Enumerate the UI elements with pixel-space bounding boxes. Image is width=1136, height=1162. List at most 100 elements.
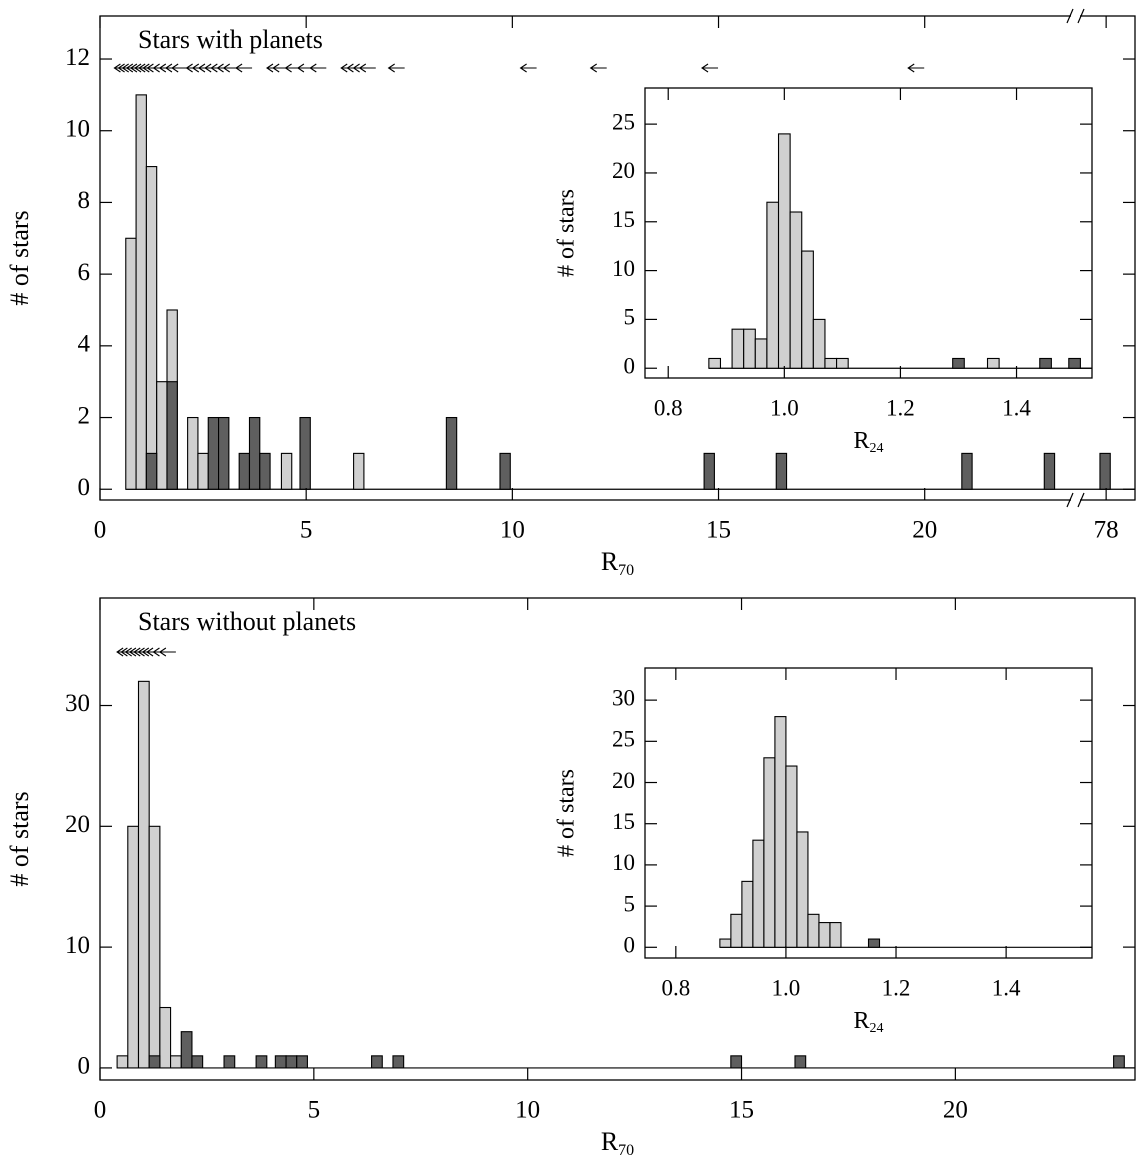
histogram-bar	[207, 416, 220, 490]
histogram-bar	[371, 1055, 383, 1069]
histogram-bar	[191, 1055, 204, 1069]
histogram-bar	[127, 825, 140, 1069]
x-axis-label-sub: 70	[618, 562, 634, 579]
axis-break-mark	[1066, 8, 1074, 24]
x-axis-label-sub: 24	[870, 441, 884, 456]
histogram-bar	[259, 452, 271, 490]
upper-limit-arrow	[171, 63, 189, 73]
axes-frame	[644, 667, 1093, 959]
histogram-bar	[148, 825, 161, 1069]
y-tick-label: 0	[624, 933, 636, 958]
x-axis-label: R70	[601, 1127, 634, 1159]
x-axis-label: R70	[601, 547, 634, 579]
histogram-bar	[752, 839, 765, 948]
y-tick-label: 25	[612, 727, 635, 752]
x-axis-label: R24	[853, 428, 883, 457]
y-tick-label: 5	[624, 305, 636, 330]
x-tick-label: 5	[300, 517, 313, 544]
histogram-bar	[824, 357, 838, 369]
x-tick-label: 1.2	[886, 395, 915, 420]
histogram-bar	[1068, 357, 1081, 369]
histogram-bar	[299, 416, 311, 490]
histogram-bar	[741, 880, 754, 948]
x-tick-label: 1.4	[992, 975, 1021, 1000]
histogram-bar	[499, 452, 511, 490]
histogram-bar	[353, 452, 365, 490]
y-tick-label: 25	[612, 109, 635, 134]
histogram-bar	[285, 1055, 298, 1069]
y-tick-label: 10	[65, 115, 90, 142]
histogram-bar	[743, 328, 756, 369]
histogram-bar	[961, 452, 973, 490]
x-tick-label: 0	[94, 517, 107, 544]
histogram-bar	[775, 452, 788, 490]
histogram-bar	[867, 938, 881, 948]
y-tick-label: 0	[78, 474, 91, 501]
histogram-bar	[218, 416, 230, 490]
y-tick-label: 20	[612, 768, 635, 793]
x-tick-label: 0.8	[654, 395, 683, 420]
axis-break-mark	[1077, 492, 1085, 508]
axes-frame	[99, 597, 1136, 1081]
upper-limit-arrow	[309, 63, 327, 73]
x-tick-label: 1.4	[1002, 395, 1031, 420]
histogram-bar	[170, 1055, 182, 1069]
histogram-bar	[812, 318, 826, 369]
upper-limit-arrow	[907, 63, 925, 73]
histogram-bar	[763, 757, 776, 948]
histogram-bar	[135, 94, 147, 490]
histogram-bar	[1039, 357, 1052, 369]
x-axis-label-main: R	[853, 428, 869, 454]
histogram-bar	[794, 1055, 807, 1069]
histogram-bar	[796, 831, 809, 948]
y-tick-label: 10	[612, 256, 635, 281]
y-tick-label: 15	[612, 809, 635, 834]
histogram-bar	[708, 357, 722, 369]
x-tick-label: 1.0	[770, 395, 799, 420]
histogram-bar	[807, 913, 820, 948]
y-tick-label: 0	[624, 354, 636, 379]
histogram-bar	[1113, 1055, 1125, 1069]
histogram-bar	[223, 1055, 236, 1069]
inset-panel: 0.8 1.0 1.2 1.4 0 5 10 15 20 25 30 R24 # of stars	[554, 667, 1093, 1036]
y-axis-label: # of stars	[554, 769, 580, 857]
histogram-bar	[766, 201, 780, 369]
histogram-bar	[789, 211, 803, 369]
axis-break-mark	[1077, 8, 1085, 24]
y-tick-label: 30	[612, 685, 635, 710]
plot-area	[719, 716, 1092, 948]
x-tick-label: 1.0	[772, 975, 801, 1000]
histogram-bar	[148, 1055, 161, 1069]
y-axis-label: # of stars	[5, 791, 34, 886]
x-axis-label-main: R	[601, 547, 619, 576]
y-tick-label: 20	[65, 811, 90, 838]
upper-limit-arrow	[235, 63, 253, 73]
x-tick-label: 15	[706, 517, 731, 544]
histogram-bar	[156, 381, 168, 490]
annotation: Stars with planets	[138, 25, 323, 54]
histogram-bar	[1043, 452, 1056, 490]
x-tick-label: 15	[729, 1097, 754, 1124]
y-tick-label: 8	[78, 187, 91, 214]
histogram-bar	[952, 357, 965, 369]
histogram-bar	[445, 416, 458, 490]
x-tick-label: 10	[515, 1097, 540, 1124]
upper-limit-arrow	[589, 63, 607, 73]
histogram-bar	[719, 938, 732, 948]
histogram-bar	[255, 1055, 268, 1069]
y-tick-label: 6	[78, 259, 91, 286]
x-tick-label: 0	[94, 1097, 107, 1124]
x-tick-label: 20	[943, 1097, 968, 1124]
histogram-bar	[1099, 452, 1111, 490]
x-tick-label: 0.8	[661, 975, 690, 1000]
inset-background	[645, 668, 1092, 958]
histogram-bar	[829, 922, 842, 948]
histogram-bar	[145, 452, 158, 490]
histogram-bar	[197, 452, 209, 490]
y-tick-label: 20	[612, 158, 635, 183]
histogram-bar	[818, 922, 831, 948]
histogram-bar	[248, 416, 261, 490]
